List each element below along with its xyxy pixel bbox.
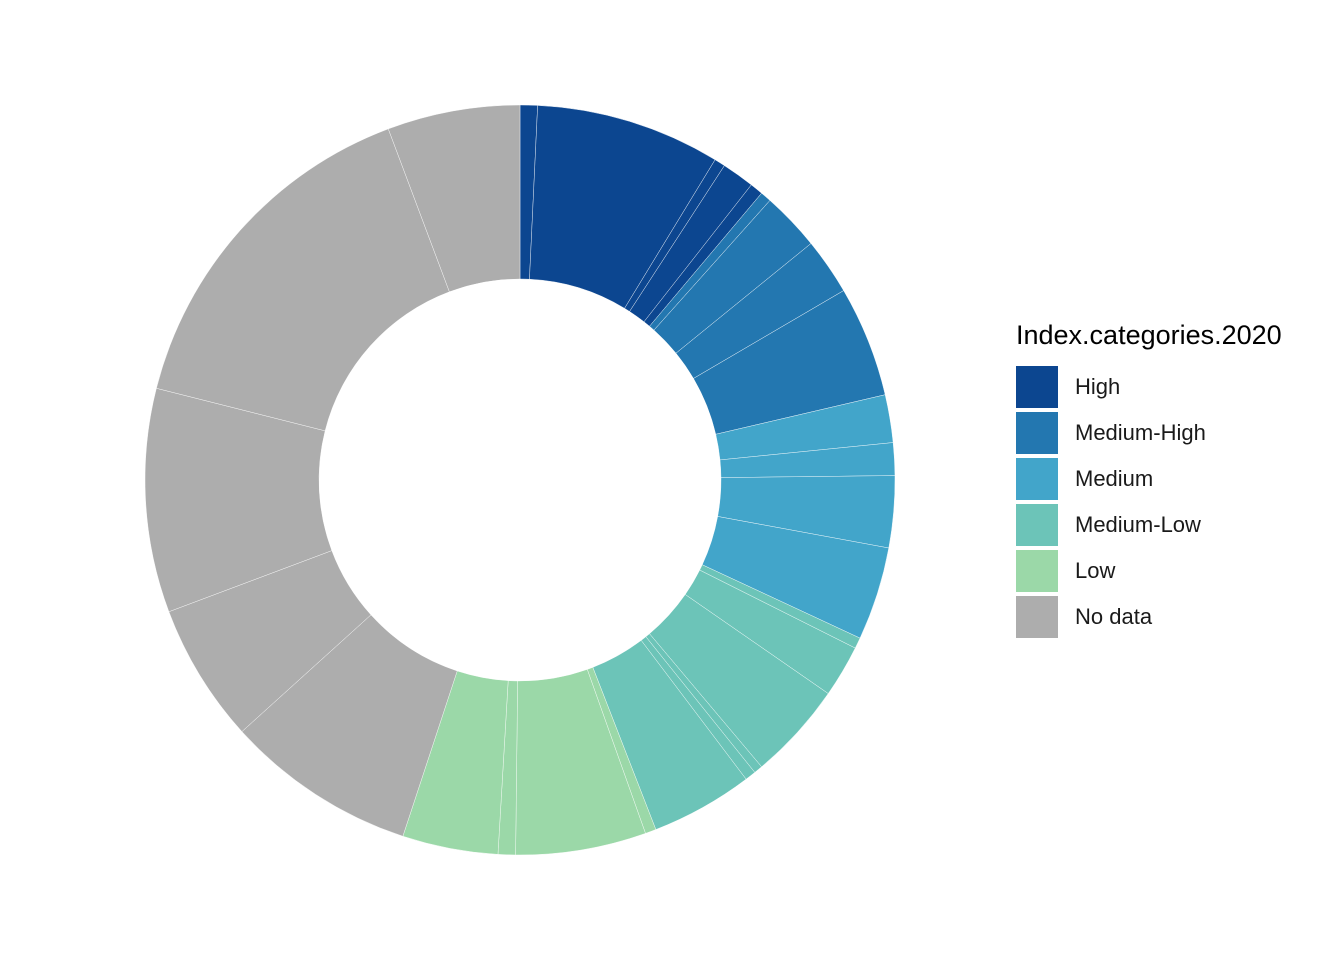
legend-title: Index.categories.2020 bbox=[1016, 320, 1282, 350]
legend-label-medium-high: Medium-High bbox=[1075, 420, 1206, 445]
legend-label-medium-low: Medium-Low bbox=[1075, 512, 1201, 537]
legend-key-medium-low bbox=[1016, 504, 1058, 546]
legend-item-no-data: No data bbox=[1016, 594, 1336, 640]
legend-label-low: Low bbox=[1075, 558, 1116, 583]
legend-key-low bbox=[1016, 550, 1058, 592]
legend-label-no-data: No data bbox=[1075, 604, 1153, 629]
legend-item-medium-low: Medium-Low bbox=[1016, 502, 1336, 548]
legend-key-high bbox=[1016, 366, 1058, 408]
legend-label-high: High bbox=[1075, 374, 1121, 399]
slice-no-data-26 bbox=[156, 128, 450, 432]
legend-label-medium: Medium bbox=[1075, 466, 1154, 491]
legend-item-high: High bbox=[1016, 364, 1336, 410]
legend-items: High Medium-High Medium Medium-Low Low No dat… bbox=[1016, 364, 1336, 640]
donut-slices bbox=[144, 104, 896, 856]
legend-item-low: Low bbox=[1016, 548, 1336, 594]
legend-item-medium: Medium bbox=[1016, 456, 1336, 502]
legend-key-medium-high bbox=[1016, 412, 1058, 454]
legend-key-medium bbox=[1016, 458, 1058, 500]
legend-key-no-data bbox=[1016, 596, 1058, 638]
legend-item-medium-high: Medium-High bbox=[1016, 410, 1336, 456]
legend: Index.categories.2020 High Medium-High Med… bbox=[1016, 318, 1336, 640]
slice-no-data-27 bbox=[388, 104, 521, 293]
